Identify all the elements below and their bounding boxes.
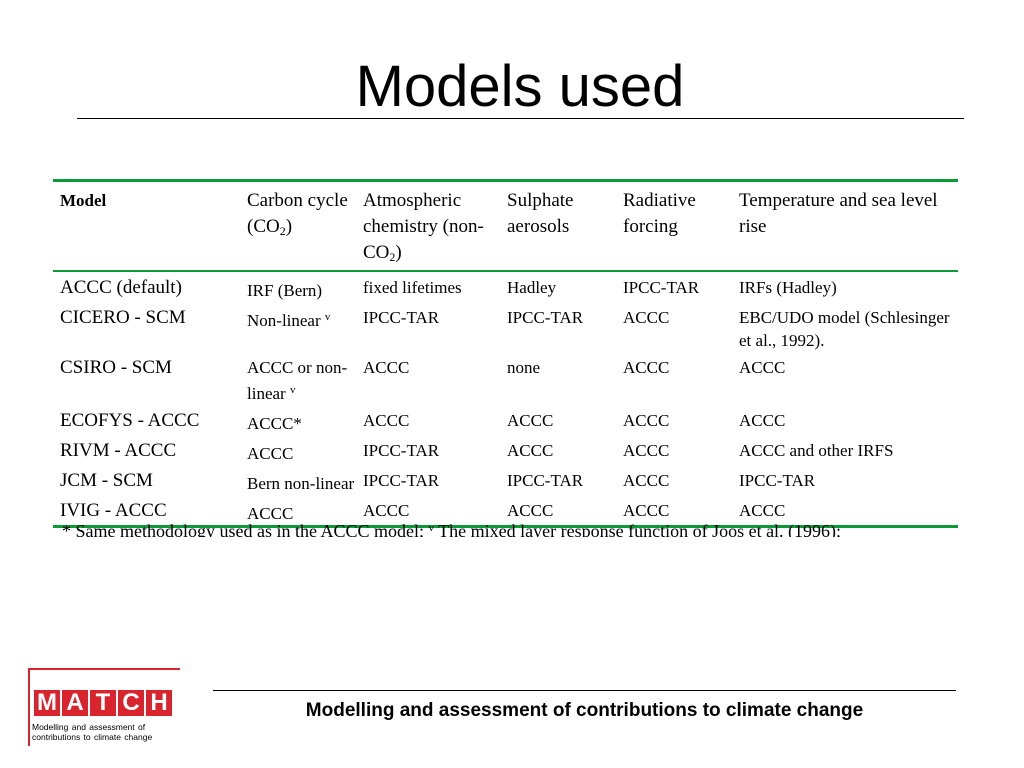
atmospheric-chemistry-cell: ACCC — [363, 411, 410, 430]
atmospheric-chemistry-cell: fixed lifetimes — [363, 278, 462, 297]
logo-letters: M A T C H — [34, 690, 172, 716]
slide-title: Models used — [355, 54, 685, 119]
atmospheric-chemistry-cell: ACCC — [363, 358, 410, 377]
atmospheric-chemistry-cell: IPCC-TAR — [363, 441, 440, 460]
carbon-cycle-cell: ACCC or non-linear v — [247, 358, 348, 403]
table-row: ACCC (default) IRF (Bern) fixed lifetime… — [53, 271, 958, 302]
atmospheric-chemistry-cell: IPCC-TAR — [363, 308, 440, 327]
logo-letter: M — [34, 690, 60, 716]
match-logo: M A T C H Modelling and assessment of co… — [28, 668, 180, 746]
radiative-forcing-cell: ACCC — [623, 471, 670, 490]
sulphate-aerosols-cell: none — [507, 358, 541, 377]
footer-divider — [213, 690, 956, 691]
table-row: CICERO - SCM Non-linear v IPCC-TAR IPCC-… — [53, 302, 958, 352]
table-row: CSIRO - SCM ACCC or non-linear v ACCC no… — [53, 352, 958, 405]
temperature-sea-level-cell: ACCC — [739, 358, 786, 377]
logo-letter: A — [62, 690, 88, 716]
header-temperature-sea-level: Temperature and sea level rise — [739, 190, 938, 237]
temperature-sea-level-cell: ACCC — [739, 411, 786, 430]
footer-text: Modelling and assessment of contribution… — [305, 700, 864, 721]
table-row: ECOFYS - ACCC ACCC* ACCC ACCC ACCC ACCC — [53, 405, 958, 435]
carbon-cycle-cell: ACCC — [247, 504, 294, 523]
temperature-sea-level-cell: ACCC and other IRFS — [739, 441, 894, 460]
header-radiative-forcing: Radiative forcing — [623, 190, 696, 237]
carbon-cycle-cell: ACCC* — [247, 414, 302, 433]
sulphate-aerosols-cell: ACCC — [507, 441, 554, 460]
model-name: CICERO - SCM — [60, 307, 186, 328]
temperature-sea-level-cell: EBC/UDO model (Schlesinger et al., 1992)… — [739, 308, 950, 350]
temperature-sea-level-cell: ACCC — [739, 501, 786, 520]
temperature-sea-level-cell: IPCC-TAR — [739, 471, 816, 490]
radiative-forcing-cell: ACCC — [623, 441, 670, 460]
header-carbon-cycle: Carbon cycle (CO2) — [247, 190, 348, 238]
atmospheric-chemistry-cell: ACCC — [363, 501, 410, 520]
sulphate-aerosols-cell: Hadley — [507, 278, 557, 297]
model-name: ACCC (default) — [60, 277, 182, 298]
models-table: Model Carbon cycle (CO2) Atmospheric che… — [53, 179, 958, 528]
logo-letter: H — [146, 690, 172, 716]
header-model: Model — [60, 191, 107, 210]
table-row: JCM - SCM Bern non-linear IPCC-TAR IPCC-… — [53, 465, 958, 495]
atmospheric-chemistry-cell: IPCC-TAR — [363, 471, 440, 490]
logo-letter: C — [118, 690, 144, 716]
table-row: IVIG - ACCC ACCC ACCC ACCC ACCC ACCC — [53, 495, 958, 527]
radiative-forcing-cell: IPCC-TAR — [623, 278, 700, 297]
model-name: RIVM - ACCC — [60, 440, 177, 461]
radiative-forcing-cell: ACCC — [623, 501, 670, 520]
header-sulphate-aerosols: Sulphate aerosols — [507, 190, 574, 237]
carbon-cycle-cell: IRF (Bern) — [247, 281, 323, 300]
model-name: CSIRO - SCM — [60, 357, 172, 378]
sulphate-aerosols-cell: ACCC — [507, 501, 554, 520]
sulphate-aerosols-cell: IPCC-TAR — [507, 471, 584, 490]
logo-letter: T — [90, 690, 116, 716]
header-atmospheric-chemistry: Atmospheric chemistry (non-CO2) — [363, 190, 484, 264]
title-divider — [77, 118, 964, 119]
table-header-row: Model Carbon cycle (CO2) Atmospheric che… — [53, 180, 958, 271]
radiative-forcing-cell: ACCC — [623, 358, 670, 377]
sulphate-aerosols-cell: IPCC-TAR — [507, 308, 584, 327]
carbon-cycle-cell: ACCC — [247, 444, 294, 463]
radiative-forcing-cell: ACCC — [623, 308, 670, 327]
model-name: IVIG - ACCC — [60, 500, 167, 521]
sulphate-aerosols-cell: ACCC — [507, 411, 554, 430]
table-row: RIVM - ACCC ACCC IPCC-TAR ACCC ACCC ACCC… — [53, 435, 958, 465]
table-footnote: * Same methodology used as in the ACCC m… — [62, 521, 842, 537]
radiative-forcing-cell: ACCC — [623, 411, 670, 430]
model-name: JCM - SCM — [60, 470, 153, 491]
model-name: ECOFYS - ACCC — [60, 410, 200, 431]
carbon-cycle-cell: Non-linear v — [247, 311, 331, 330]
carbon-cycle-cell: Bern non-linear — [247, 474, 355, 493]
logo-subtitle: Modelling and assessment of contribution… — [32, 722, 153, 742]
temperature-sea-level-cell: IRFs (Hadley) — [739, 278, 837, 297]
